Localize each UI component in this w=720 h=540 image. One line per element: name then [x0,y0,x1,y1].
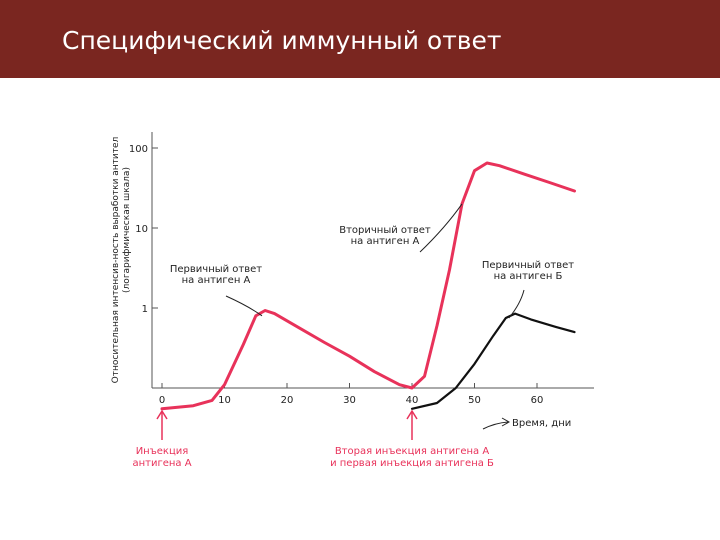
y-tick-label: 10 [135,224,148,235]
y-axis-label: Относительная интенсив-ность выработки а… [111,137,121,384]
annotation-label: Первичный ответ [170,264,262,275]
x-tick-label: 40 [406,395,419,406]
annotation-label: Первичный ответ [482,260,574,271]
injection-label: антигена А [132,458,191,469]
injection-arrowhead [156,409,168,420]
x-axis-arrowhead [501,417,511,427]
injection-label: и первая инъекция антигена Б [330,458,494,469]
x-tick-label: 10 [218,395,231,406]
annotation-label: на антиген А [182,275,251,286]
x-axis-arrow [482,421,509,430]
annotation-label: Вторичный ответ [339,225,431,236]
injection-arrowhead [406,409,418,420]
injection-label: Вторая инъекция антигена А [335,446,490,457]
annotation-leader [508,289,525,319]
annotation-label: на антиген Б [494,271,563,282]
slide-title: Специфический иммунный ответ [62,26,502,55]
injection-label: Инъекция [136,446,189,457]
annotation-leader [419,203,463,253]
series-line-antigen-a [160,161,576,411]
annotation-leader [225,295,263,317]
slide-header: Специфический иммунный ответ [0,0,720,78]
x-tick-label: 20 [281,395,294,406]
x-tick-label: 50 [468,395,481,406]
x-axis-label: Время, дни [512,418,571,429]
series-line-antigen-b [410,312,576,410]
x-tick-label: 30 [343,395,356,406]
y-tick-label: 1 [142,304,148,315]
y-tick-label: 100 [129,144,148,155]
x-tick-label: 60 [531,395,544,406]
x-tick-label: 0 [159,395,165,406]
annotation-label: на антиген А [351,236,420,247]
y-axis-label-scale: (логарифмическая шкала) [122,167,132,293]
